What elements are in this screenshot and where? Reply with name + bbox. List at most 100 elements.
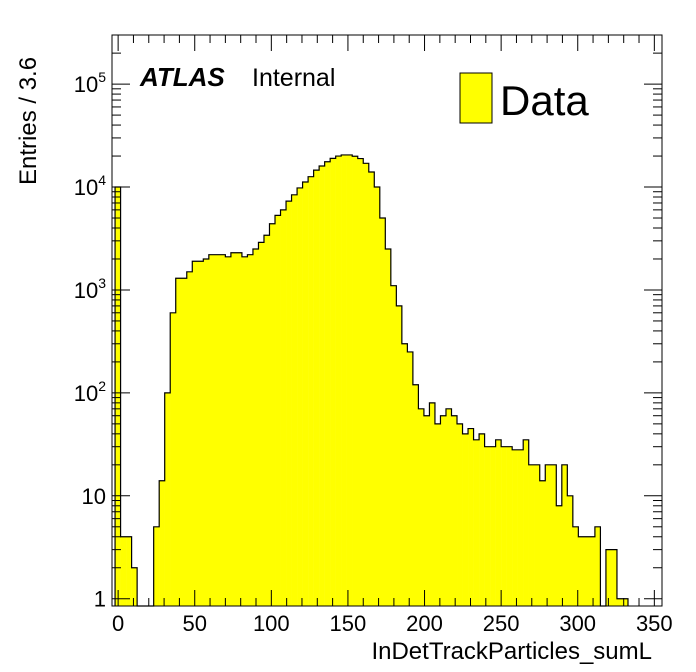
histogram-bar (572, 526, 579, 606)
y-tick-label: 10 (82, 484, 106, 509)
histogram-bar (611, 549, 618, 606)
histogram-bar (418, 408, 425, 606)
histogram-bar (561, 464, 568, 606)
histogram-bar (258, 242, 265, 606)
histogram-bar (357, 158, 364, 606)
histogram-bar (523, 439, 529, 606)
histogram-bar (175, 278, 182, 606)
histogram-bar (126, 536, 132, 606)
histogram-bar (445, 408, 452, 606)
histogram-bar (230, 252, 237, 607)
histogram-bar (159, 480, 165, 606)
histogram-bar (286, 201, 292, 606)
histogram-bar (401, 343, 408, 606)
histogram-bar (186, 271, 193, 606)
histogram-bar (534, 464, 540, 606)
histogram-bar (153, 526, 160, 606)
x-tick-label: 0 (112, 611, 124, 636)
histogram-bar (616, 598, 623, 606)
x-tick-label: 300 (559, 611, 596, 636)
histogram-bar (578, 536, 585, 606)
histogram-bar (512, 449, 518, 606)
histogram-bar (429, 402, 436, 606)
histogram-bar (269, 223, 276, 607)
x-tick-label: 350 (636, 611, 673, 636)
histogram-bar (434, 423, 441, 606)
histogram-bar (605, 549, 612, 606)
histogram-bar (407, 351, 414, 606)
histogram-bar (545, 464, 552, 606)
histogram-bar (479, 433, 485, 606)
histogram-bar (390, 285, 397, 606)
histogram-bar (556, 505, 563, 606)
histogram-bar (280, 209, 287, 606)
histogram-bar (319, 166, 325, 606)
y-axis-label: Entries / 3.6 (15, 57, 42, 185)
histogram-bar (363, 163, 370, 606)
histogram-bar (275, 215, 281, 606)
histogram-bars (114, 154, 629, 607)
histogram-bar (412, 384, 419, 606)
histogram-bar (131, 567, 138, 606)
histogram-bar (385, 249, 392, 606)
y-tick-label: 105 (74, 69, 106, 97)
y-tick-label: 103 (74, 275, 106, 303)
histogram-bar (550, 464, 557, 606)
histogram-bar (501, 446, 507, 606)
histogram-bar (252, 249, 259, 606)
histogram-bar (225, 256, 232, 606)
atlas-label: ATLAS (139, 62, 225, 92)
histogram-bar (517, 449, 524, 606)
legend-label: Data (500, 77, 589, 124)
histogram-bar (341, 154, 347, 606)
histogram-bar (468, 428, 474, 606)
histogram-outline (114, 154, 629, 607)
histogram-bar (241, 256, 248, 606)
histogram-bar (539, 480, 546, 606)
histogram-bar (115, 187, 121, 606)
y-tick-labels: 1 10 102 103 104 105 (74, 69, 106, 612)
histogram-bar (506, 446, 513, 606)
histogram-bar (324, 161, 331, 606)
x-tick-labels: 0 50 100 150 200 250 300 350 (112, 611, 673, 636)
y-tick-label: 1 (94, 587, 106, 612)
histogram-bar (484, 446, 491, 606)
x-axis-label: InDetTrackParticles_sumL (371, 638, 652, 665)
histogram-bar (589, 536, 596, 606)
histogram-bar (291, 194, 298, 606)
axis-ticks (112, 34, 662, 606)
y-tick-label: 104 (74, 172, 106, 200)
histogram-bar (214, 254, 221, 606)
internal-label: Internal (252, 64, 335, 92)
x-tick-label: 50 (182, 611, 206, 636)
histogram-bar (219, 254, 226, 606)
x-tick-label: 250 (483, 611, 520, 636)
histogram-bar (368, 171, 375, 607)
histogram-bar (120, 536, 127, 606)
histogram-bar (490, 446, 496, 606)
histogram-bar (197, 261, 204, 606)
histogram-bar (567, 495, 574, 606)
histogram-bar (423, 415, 430, 606)
histogram-bar (170, 312, 176, 606)
histogram-bar (263, 235, 270, 606)
histogram-bar (379, 218, 386, 606)
histogram-bar (335, 156, 342, 607)
x-tick-label: 200 (406, 611, 443, 636)
histogram-bar (302, 181, 309, 606)
histogram-bar (203, 258, 210, 606)
histogram-bar (208, 254, 215, 606)
histogram-bar (313, 170, 320, 606)
histogram-bar (297, 187, 303, 606)
histogram-bar (308, 176, 314, 606)
histogram-bar (583, 536, 590, 606)
histogram-bar (622, 598, 629, 606)
histogram-bar (495, 439, 502, 606)
histogram-bar (352, 156, 358, 606)
histogram-bar (440, 415, 447, 606)
histogram-bar (164, 392, 171, 606)
x-tick-label: 100 (253, 611, 290, 636)
legend-swatch (459, 72, 493, 124)
histogram-bar (192, 261, 199, 606)
